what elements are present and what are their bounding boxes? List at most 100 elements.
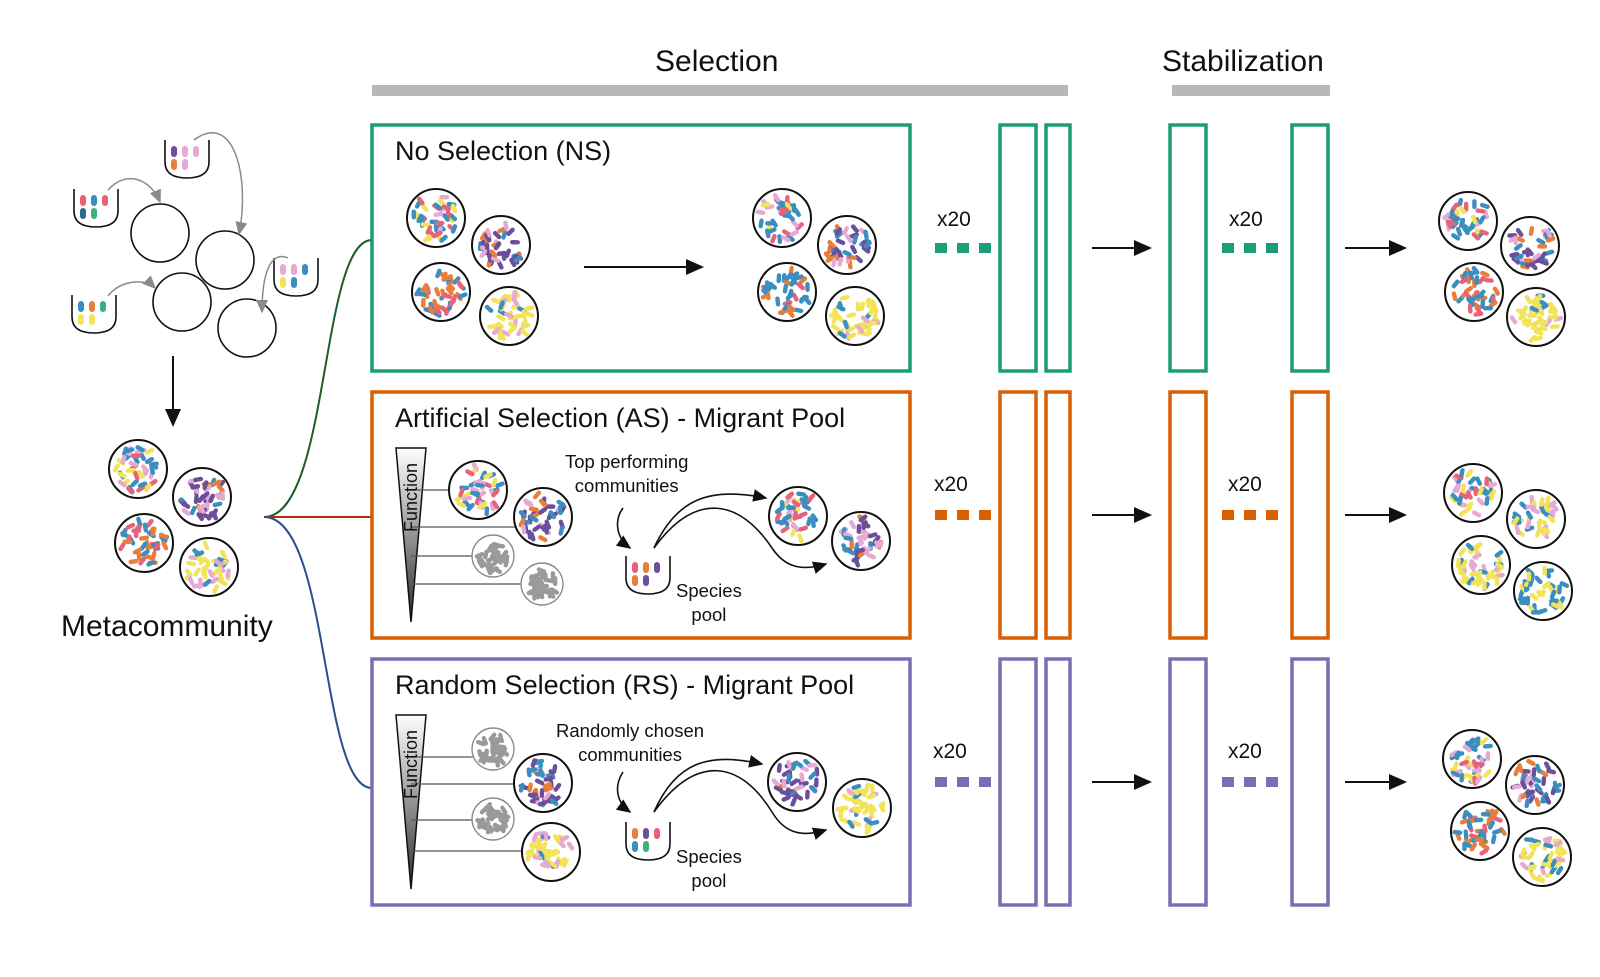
microbe bbox=[1477, 829, 1484, 840]
microbe bbox=[146, 559, 156, 567]
ns-panel-frame bbox=[370, 123, 912, 373]
microbe bbox=[213, 558, 223, 567]
microbe bbox=[1475, 572, 1484, 582]
metacommunity-yellow bbox=[179, 537, 239, 597]
microbe bbox=[1513, 766, 1520, 777]
seed-cup-2 bbox=[164, 140, 210, 179]
microbe bbox=[785, 272, 794, 281]
empty-community-well bbox=[217, 298, 277, 358]
as-ranked-community-1 bbox=[448, 460, 508, 520]
microbe bbox=[1536, 237, 1546, 245]
microbe bbox=[861, 245, 871, 254]
microbe bbox=[1482, 580, 1487, 591]
species-cell bbox=[632, 841, 638, 852]
microbe bbox=[1539, 769, 1549, 778]
microbe bbox=[1476, 497, 1485, 506]
microbe bbox=[161, 540, 169, 551]
microbe bbox=[805, 789, 810, 800]
species-cell bbox=[80, 208, 86, 219]
microbe bbox=[504, 554, 509, 565]
microbe bbox=[538, 768, 545, 778]
rs-stabilization-dash bbox=[1266, 777, 1278, 787]
microbe bbox=[537, 800, 548, 807]
microbe bbox=[474, 482, 485, 488]
microbe bbox=[768, 281, 778, 290]
microbe bbox=[790, 275, 798, 285]
microbe bbox=[144, 456, 155, 465]
microbe bbox=[1520, 768, 1531, 774]
microbe bbox=[212, 501, 223, 508]
microbe bbox=[1454, 751, 1465, 757]
microbe bbox=[1534, 528, 1542, 538]
microbe bbox=[1550, 858, 1558, 868]
microbe bbox=[847, 819, 855, 829]
microbe bbox=[1458, 205, 1467, 215]
microbe bbox=[538, 535, 548, 543]
microbe bbox=[504, 311, 514, 319]
microbe bbox=[493, 825, 504, 832]
species-cell bbox=[291, 277, 297, 288]
microbe bbox=[1472, 552, 1482, 560]
as-function-axis-label: Function bbox=[401, 462, 421, 532]
microbe bbox=[1462, 809, 1469, 820]
ns-selection-tube-1 bbox=[998, 123, 1038, 373]
microbe bbox=[149, 462, 159, 470]
microbe bbox=[1530, 610, 1541, 615]
rs-note-to-pool-arrow bbox=[615, 771, 632, 813]
species-cell bbox=[182, 146, 188, 157]
microbe bbox=[136, 516, 143, 527]
microbe bbox=[1523, 317, 1533, 327]
microbe bbox=[202, 578, 212, 587]
ns-start-community bbox=[411, 262, 471, 322]
microbe bbox=[427, 305, 435, 315]
microbe bbox=[531, 589, 537, 600]
microbe bbox=[775, 519, 786, 525]
microbe bbox=[1479, 848, 1489, 856]
microbe bbox=[1557, 584, 1562, 595]
microbe bbox=[124, 447, 135, 454]
rs-panel-frame bbox=[370, 657, 912, 907]
ns-end-community bbox=[817, 215, 877, 275]
ns-selection-dash bbox=[979, 243, 991, 253]
microbe bbox=[1545, 236, 1556, 243]
microbe bbox=[1451, 291, 1458, 302]
microbe bbox=[1478, 215, 1486, 225]
microbe bbox=[1473, 542, 1483, 550]
microbe bbox=[181, 508, 191, 516]
microbe bbox=[1455, 558, 1461, 568]
microbe bbox=[777, 234, 783, 245]
microbe bbox=[828, 311, 839, 318]
microbe bbox=[1459, 772, 1464, 783]
microbe bbox=[558, 525, 565, 536]
microbe bbox=[1470, 578, 1481, 586]
microbe bbox=[1552, 311, 1558, 321]
microbe bbox=[501, 819, 509, 829]
metacommunity-orange bbox=[114, 513, 174, 573]
as-pool-label: Species pool bbox=[676, 580, 742, 626]
microbe bbox=[1463, 201, 1469, 212]
microbe bbox=[846, 312, 857, 319]
species-cell bbox=[102, 195, 108, 206]
microbe bbox=[153, 542, 161, 552]
microbe bbox=[540, 847, 549, 856]
microbe bbox=[1494, 549, 1504, 558]
microbe bbox=[225, 568, 231, 579]
microbe bbox=[842, 793, 851, 802]
microbe bbox=[794, 274, 804, 281]
microbe bbox=[538, 850, 546, 861]
rs-function-axis-label: Function bbox=[401, 729, 421, 799]
microbe bbox=[211, 510, 219, 521]
microbe bbox=[1466, 501, 1474, 512]
microbe bbox=[1462, 841, 1467, 852]
microbe bbox=[480, 817, 487, 827]
microbe bbox=[524, 500, 534, 508]
microbe bbox=[479, 806, 489, 815]
microbe bbox=[1544, 795, 1552, 805]
microbe bbox=[859, 801, 869, 810]
microbe bbox=[457, 292, 468, 299]
microbe bbox=[120, 454, 127, 465]
microbe bbox=[133, 470, 140, 481]
microbe bbox=[493, 241, 502, 251]
as-pool-to-top-arrow bbox=[653, 489, 768, 549]
microbe bbox=[551, 764, 558, 774]
